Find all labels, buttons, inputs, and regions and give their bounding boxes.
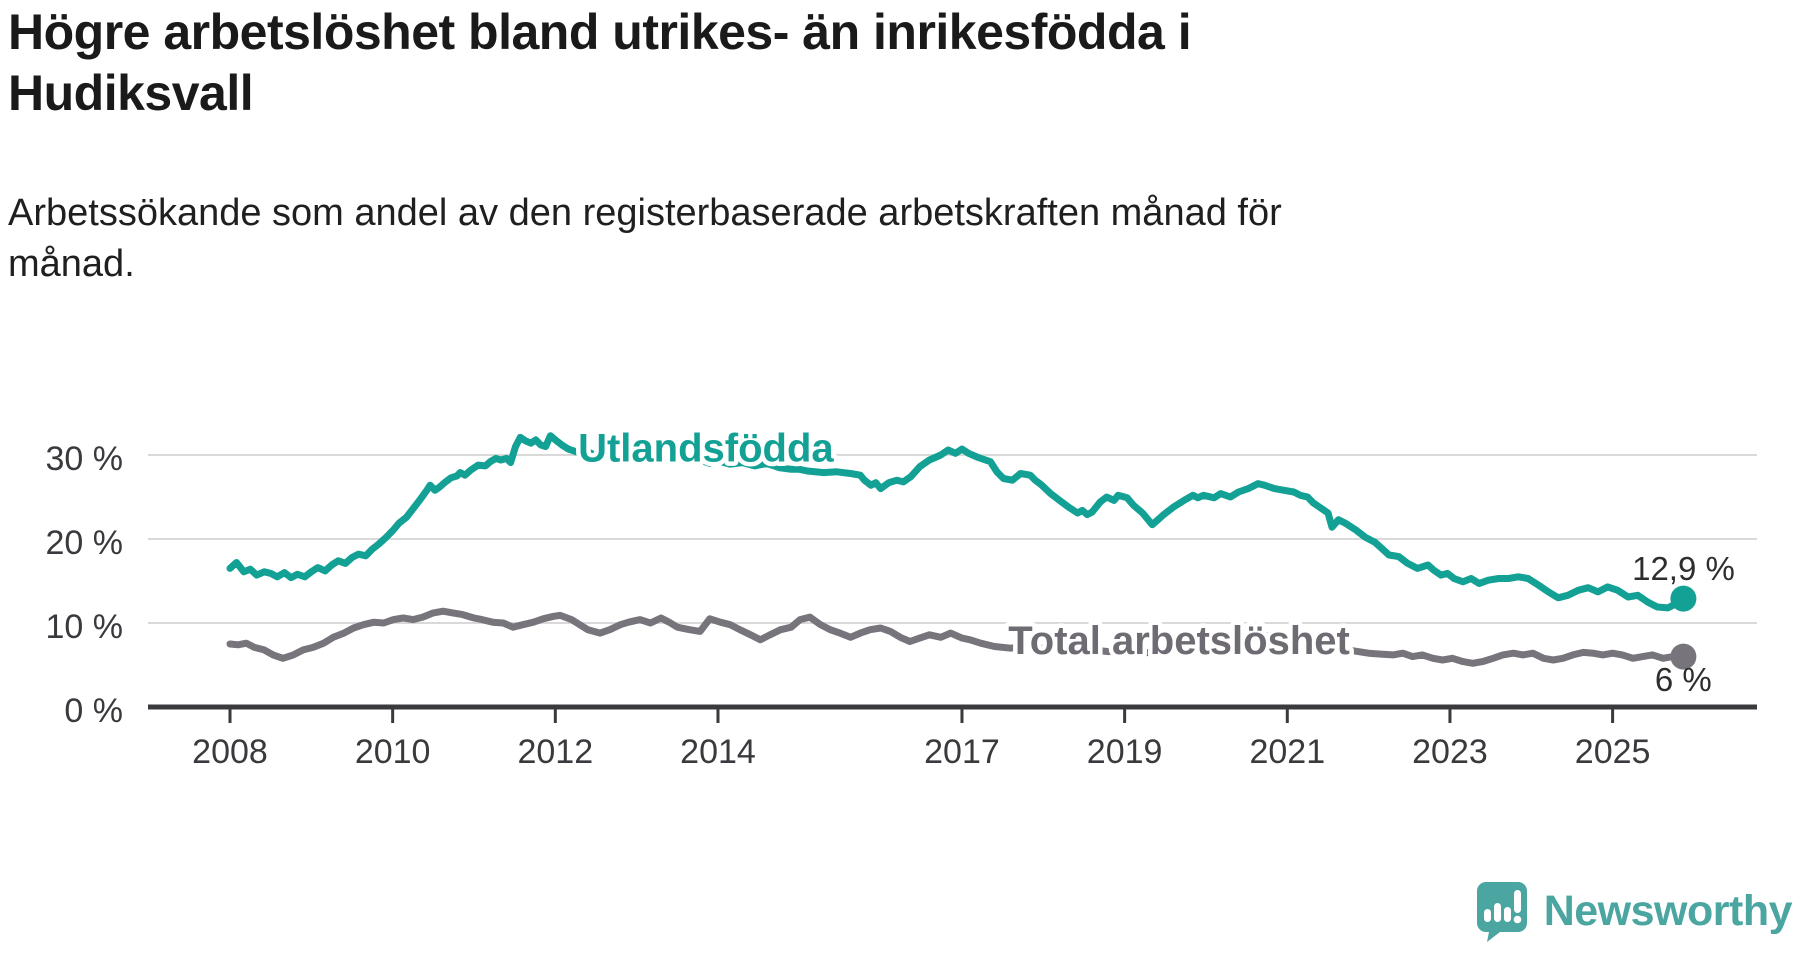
series-line-0 <box>226 432 1687 612</box>
newsworthy-speech-bubble-bar-chart-icon <box>1473 880 1529 942</box>
x-axis-tick-label: 2023 <box>1412 733 1488 771</box>
series-end-dot-1 <box>1670 643 1697 670</box>
x-axis-tick-label: 2021 <box>1249 733 1325 771</box>
y-axis-tick-label: 30 % <box>46 440 124 478</box>
x-axis-tick-label: 2008 <box>192 733 268 771</box>
x-axis-tick-label: 2025 <box>1575 733 1651 771</box>
x-axis-tick-label: 2017 <box>924 733 1000 771</box>
y-axis-tick-label: 20 % <box>46 524 124 562</box>
series-end-dot-0 <box>1670 585 1697 612</box>
x-axis-tick-label: 2010 <box>355 733 431 771</box>
x-axis-tick-label: 2012 <box>517 733 593 771</box>
newsworthy-logo-text: Newsworthy <box>1543 886 1793 935</box>
x-axis-tick-label: 2019 <box>1087 733 1163 771</box>
x-axis-tick-label: 2014 <box>680 733 756 771</box>
series-line-1 <box>226 607 1687 667</box>
newsworthy-logo[interactable]: Newsworthy <box>1473 880 1793 942</box>
series-label-0: Utlandsfödda <box>578 427 834 471</box>
series-label-1: Total arbetslöshet <box>1008 619 1350 663</box>
chart-subtitle: Arbetssökande som andel av den registerb… <box>8 192 1282 286</box>
series-end-value-label-1: 6 % <box>1655 661 1712 698</box>
series-end-value-label-0: 12,9 % <box>1632 550 1735 587</box>
y-axis-tick-label: 10 % <box>46 608 124 646</box>
page-title: Högre arbetslöshet bland utrikes- än inr… <box>8 4 1192 121</box>
y-axis-tick-label: 0 % <box>64 692 123 730</box>
